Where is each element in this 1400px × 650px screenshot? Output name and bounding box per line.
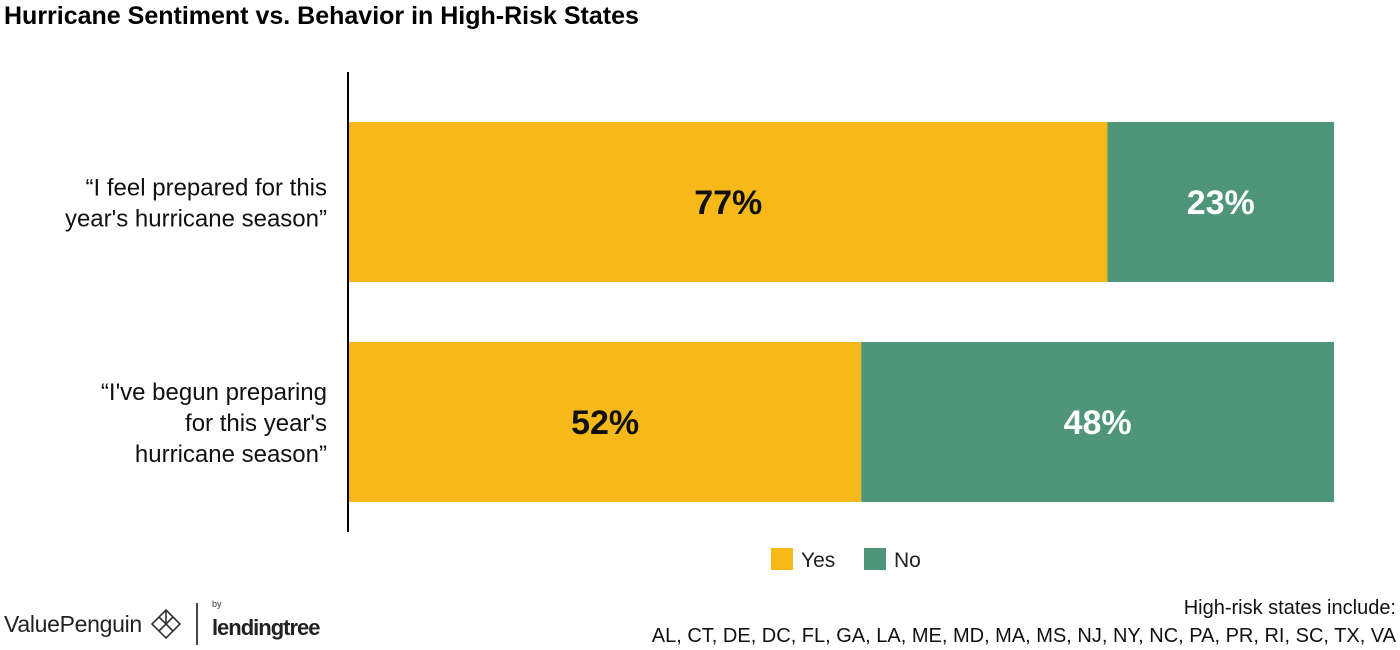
brand-divider bbox=[195, 603, 198, 645]
valuepenguin-logo-icon bbox=[150, 608, 182, 640]
category-label-2: “I've begun preparing for this year's hurr… bbox=[101, 379, 327, 468]
data-label-no-2: 48% bbox=[1064, 404, 1132, 442]
data-label-yes-2: 52% bbox=[571, 404, 639, 442]
category-label-line: hurricane season” bbox=[135, 441, 327, 468]
bar-yes-2 bbox=[349, 342, 862, 502]
brand-name: ValuePenguin bbox=[4, 610, 142, 637]
category-label-1: “I feel prepared for this year's hurrican… bbox=[65, 175, 327, 233]
partner-name: lendingtree bbox=[211, 615, 321, 640]
bar-no-2 bbox=[861, 342, 1334, 502]
partner-prefix: by bbox=[211, 599, 222, 609]
category-label-line: year's hurricane season” bbox=[65, 206, 327, 233]
chart-title: Hurricane Sentiment vs. Behavior in High… bbox=[4, 2, 639, 30]
data-label-yes-1: 77% bbox=[694, 184, 762, 222]
legend-label-yes: Yes bbox=[801, 549, 835, 572]
stacked-bar-chart: 77% 23% “I feel prepared for this year's hu… bbox=[65, 72, 1334, 572]
category-label-line: for this year's bbox=[185, 410, 327, 437]
footnote-line-2: AL, CT, DE, DC, FL, GA, LA, ME, MD, MA, … bbox=[651, 625, 1396, 647]
legend-swatch-no bbox=[864, 548, 886, 570]
footnote-line-1: High-risk states include: bbox=[1183, 597, 1396, 619]
bar-no-1 bbox=[1107, 122, 1334, 282]
partner-logo: by lendingtree bbox=[211, 599, 321, 641]
legend-swatch-yes bbox=[771, 548, 793, 570]
brand-logo-area: ValuePenguin by lendingtree bbox=[4, 599, 321, 648]
legend-label-no: No bbox=[894, 549, 921, 572]
category-label-line: “I feel prepared for this bbox=[86, 175, 327, 202]
footnote: High-risk states include: AL, CT, DE, DC… bbox=[652, 594, 1396, 650]
data-label-no-1: 23% bbox=[1187, 184, 1255, 222]
category-label-line: “I've begun preparing bbox=[101, 379, 327, 406]
bar-yes-1 bbox=[349, 122, 1108, 282]
